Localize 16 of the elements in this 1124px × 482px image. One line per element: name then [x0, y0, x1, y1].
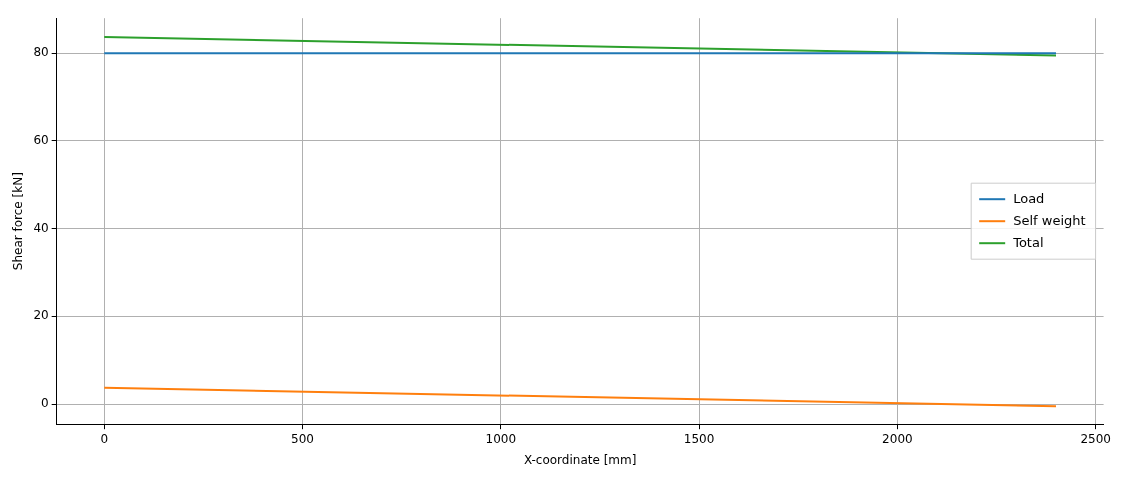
x-tick-label: 2000 — [882, 431, 913, 446]
y-axis-title: Shear force [kN] — [11, 172, 26, 271]
y-tick-label: 80 — [33, 45, 49, 60]
x-tick-label: 1000 — [485, 431, 517, 446]
legend-label: Load — [1013, 190, 1045, 206]
x-tick-label: 0 — [100, 431, 109, 446]
y-tick-label: 0 — [41, 396, 49, 411]
legend-label: Self weight — [1013, 212, 1086, 228]
legend-label: Total — [1012, 234, 1044, 250]
x-tick-label: 2500 — [1080, 431, 1111, 446]
x-tick-label: 1500 — [683, 431, 715, 446]
x-tick-label: 500 — [291, 431, 314, 446]
x-axis-title: X-coordinate [mm] — [523, 452, 637, 467]
y-tick-label: 40 — [33, 220, 49, 235]
y-tick-label: 20 — [33, 308, 49, 323]
y-tick-label: 60 — [33, 133, 49, 148]
